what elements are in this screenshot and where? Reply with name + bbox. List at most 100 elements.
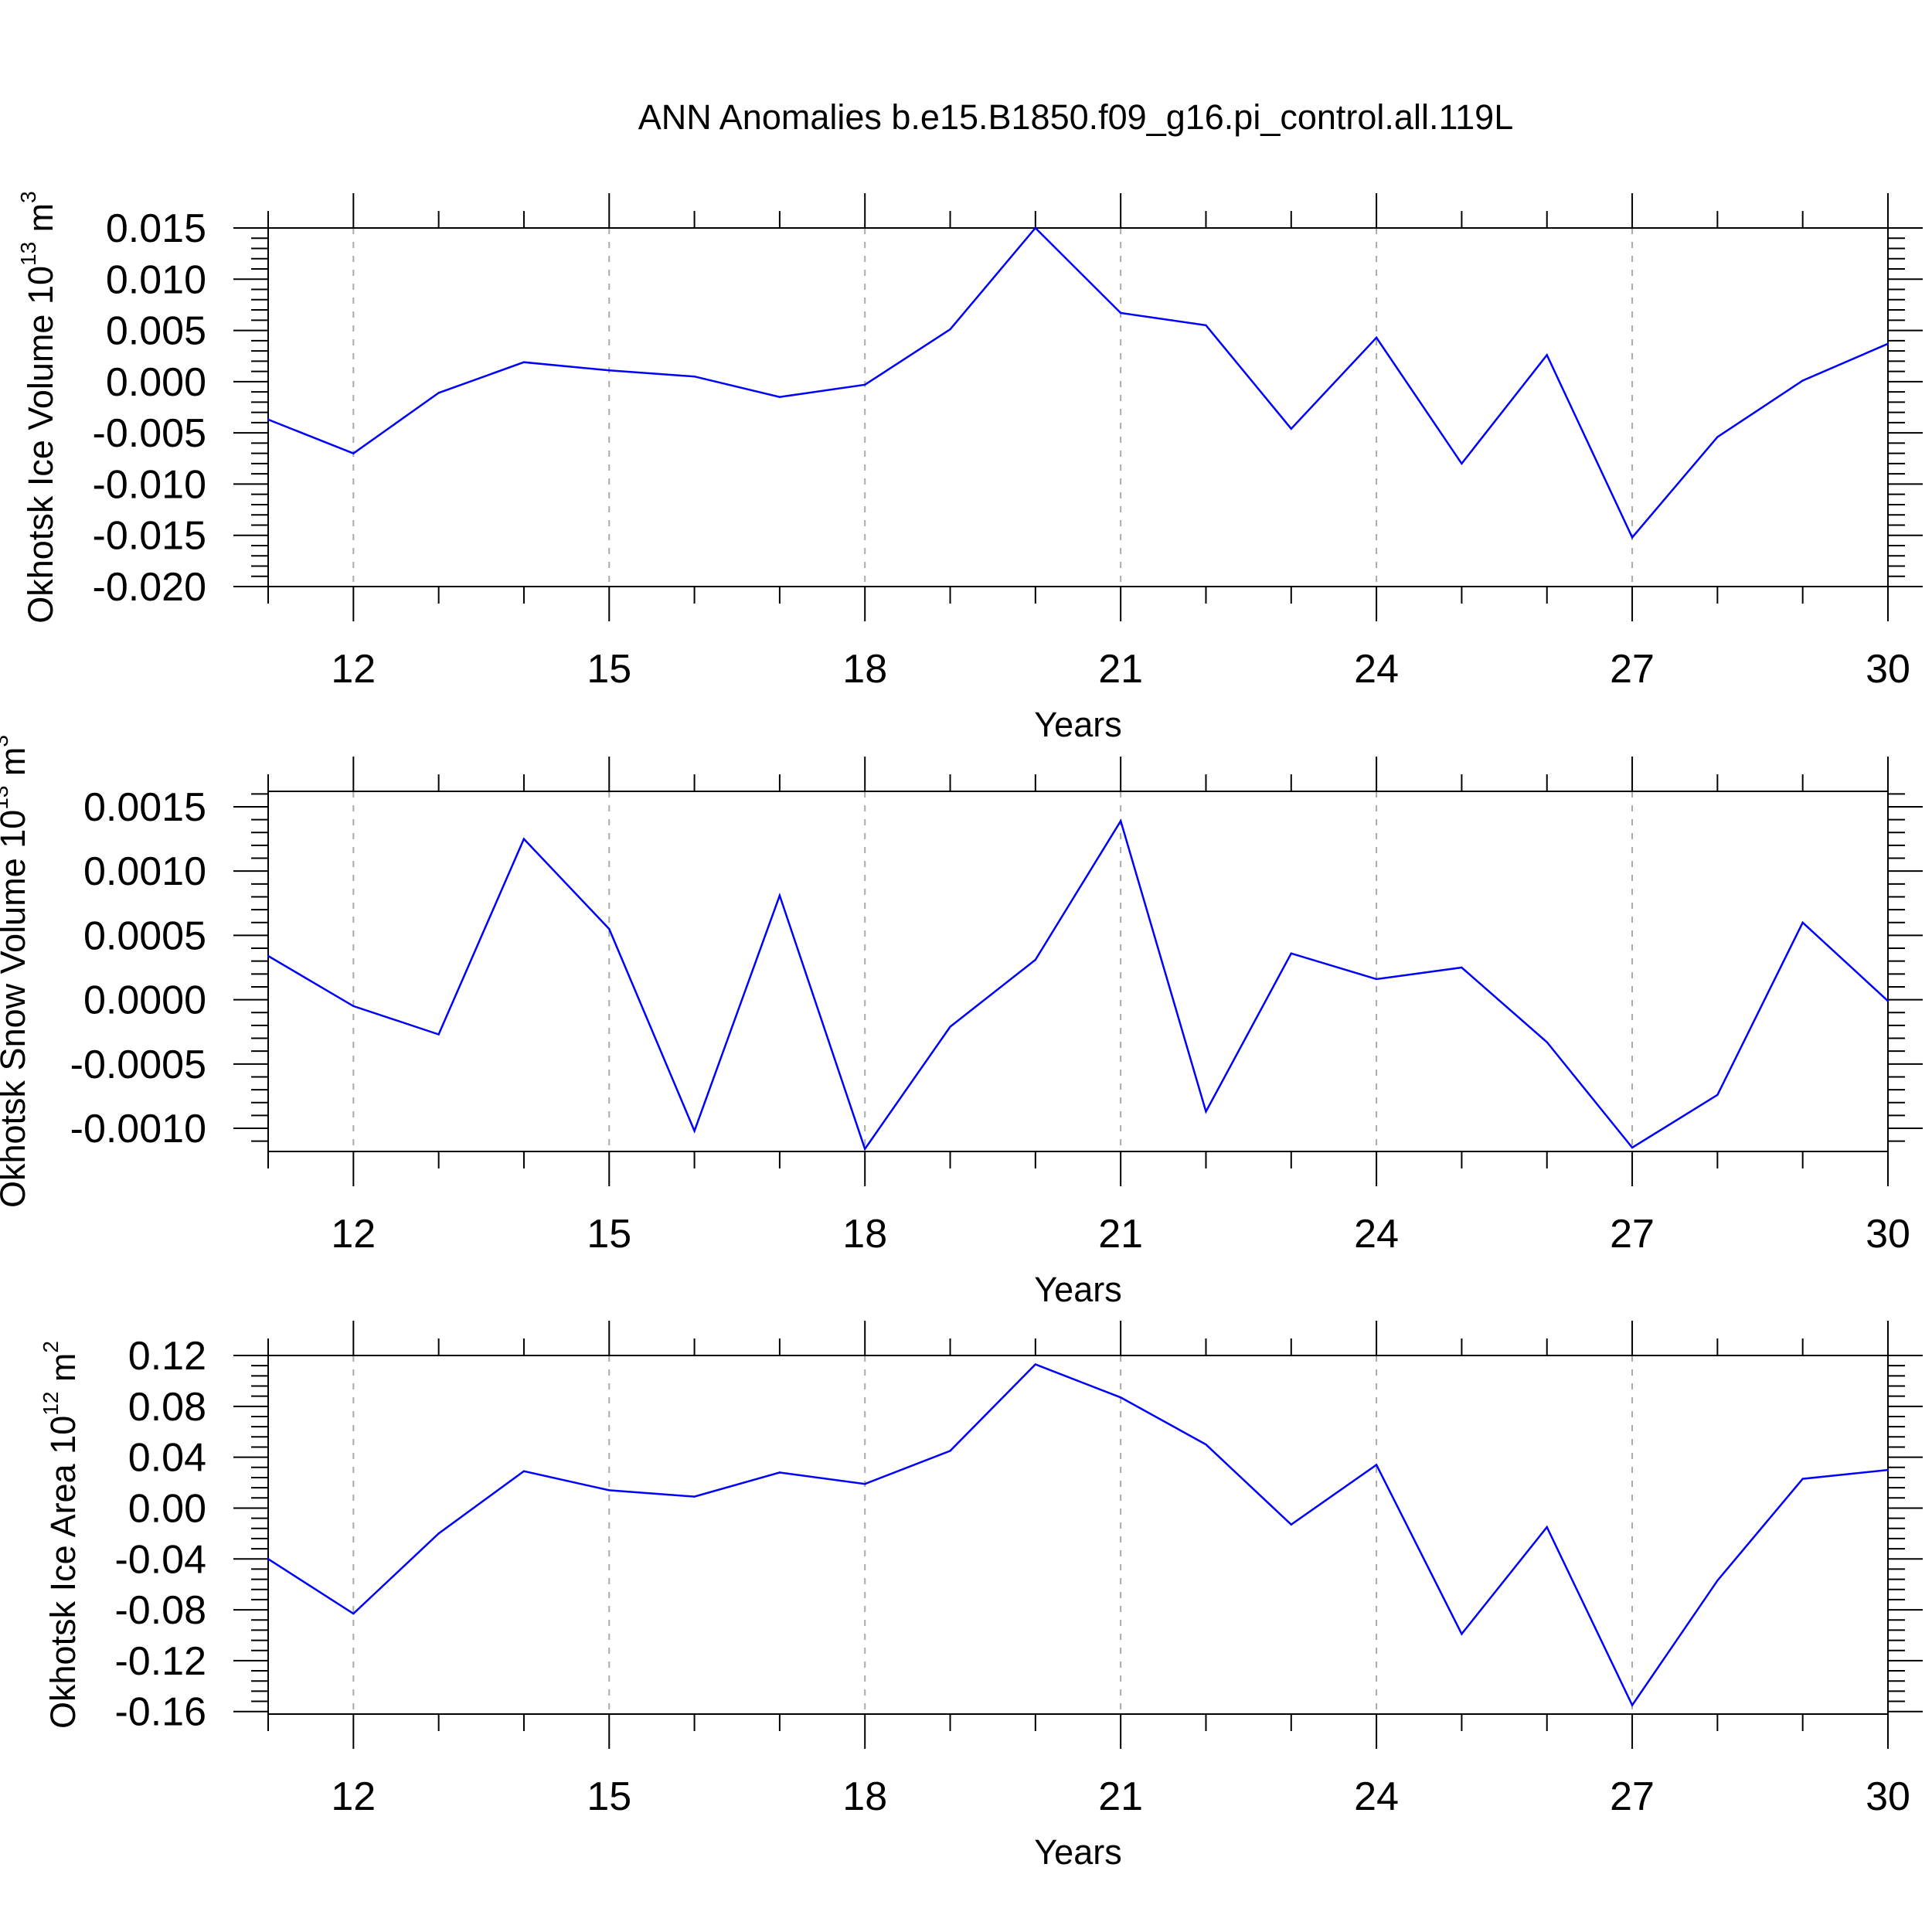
data-point <box>267 418 270 421</box>
x-tick-label: 30 <box>1866 647 1910 692</box>
data-point <box>1546 1526 1548 1529</box>
series-line <box>267 818 1889 1151</box>
x-tick-label: 27 <box>1610 647 1655 692</box>
data-point <box>1290 952 1292 954</box>
x-tick-label: 21 <box>1098 647 1143 692</box>
x-axis-label: Years <box>1034 1832 1121 1872</box>
x-tick-label: 30 <box>1866 1212 1910 1257</box>
plot-frame <box>267 1355 1889 1715</box>
data-point <box>1886 342 1889 345</box>
data-point <box>1886 1000 1889 1002</box>
data-point <box>608 927 611 930</box>
y-axis-label: Okhotsk Ice Area 1012 m2 <box>39 1341 83 1729</box>
y-axis-label-superscript: 13 <box>16 242 40 266</box>
data-point <box>1461 462 1463 465</box>
y-axis-label-part: m <box>43 1353 83 1392</box>
y-tick-label: 0.04 <box>128 1436 206 1481</box>
x-tick-label: 15 <box>587 1212 631 1257</box>
y-tick-label: 0.0010 <box>83 849 206 894</box>
data-point <box>1290 427 1292 430</box>
x-tick-label: 30 <box>1866 1774 1910 1819</box>
data-point <box>1034 1363 1037 1366</box>
y-axis-label-superscript: 2 <box>39 1341 63 1353</box>
data-point <box>1546 1041 1548 1043</box>
data-point <box>1034 226 1037 230</box>
y-tick-label: -0.0005 <box>70 1043 206 1087</box>
panels: 12 15 18 21 24 27 30 0.015 0.010 0.005 0.000 -0.005… <box>0 191 1923 1872</box>
y-tick-label: 0.0015 <box>83 785 206 830</box>
data-point <box>693 376 696 378</box>
data-point <box>522 838 526 840</box>
data-point <box>1716 1580 1719 1582</box>
y-tick-label: -0.04 <box>114 1537 206 1582</box>
data-point <box>1205 1111 1207 1113</box>
x-tick-label: 12 <box>331 1212 376 1257</box>
y-tick-label: 0.000 <box>106 360 206 405</box>
data-point <box>1119 311 1122 315</box>
data-point <box>1631 1704 1634 1706</box>
series-line <box>267 1363 1889 1707</box>
x-tick-label: 15 <box>587 647 631 692</box>
series-line <box>267 226 1889 539</box>
x-tick-label: 27 <box>1610 1212 1655 1257</box>
x-tick-label: 18 <box>842 647 887 692</box>
x-tick-label: 21 <box>1098 1774 1143 1819</box>
x-axis-label: Years <box>1034 705 1121 744</box>
x-tick-label: 18 <box>842 1774 887 1819</box>
y-tick-label: -0.08 <box>114 1588 206 1633</box>
data-point <box>352 452 355 454</box>
y-tick-label: -0.005 <box>93 411 206 456</box>
data-point <box>1631 536 1634 539</box>
y-tick-label: -0.16 <box>114 1690 206 1735</box>
plot-frame <box>267 791 1889 1152</box>
data-point <box>1205 1443 1207 1446</box>
data-point <box>1886 1468 1889 1471</box>
y-axis-label-part: Okhotsk Ice Volume 10 <box>21 266 60 624</box>
data-point <box>1461 1633 1463 1635</box>
data-point <box>949 1026 951 1028</box>
data-point <box>949 328 951 331</box>
x-axis-label: Years <box>1034 1270 1121 1309</box>
data-point <box>522 361 526 363</box>
data-point <box>949 1450 951 1452</box>
data-point <box>1290 1523 1292 1526</box>
data-point <box>437 1532 440 1535</box>
x-tick-label: 15 <box>587 1774 631 1819</box>
data-point <box>352 1005 355 1008</box>
data-point <box>522 1470 526 1472</box>
data-point <box>1034 958 1037 961</box>
data-point <box>1801 921 1804 923</box>
x-tick-label: 24 <box>1354 1212 1399 1257</box>
data-point <box>778 1471 781 1474</box>
x-tick-label: 18 <box>842 1212 887 1257</box>
y-axis-label-part: m <box>21 203 60 242</box>
data-point <box>1375 978 1378 981</box>
figure-title: ANN Anomalies b.e15.B1850.f09_g16.pi_con… <box>638 97 1513 137</box>
panel-2: 12 15 18 21 24 27 30 0.0015 0.0010 0.0005 0.0000 -0… <box>0 735 1923 1309</box>
data-point <box>864 1148 866 1150</box>
data-point <box>1205 324 1207 327</box>
data-point <box>864 1482 866 1485</box>
data-point <box>693 1495 696 1498</box>
x-tick-label: 12 <box>331 1774 376 1819</box>
data-point <box>1119 1396 1122 1399</box>
data-point <box>864 383 866 386</box>
y-tick-label: 0.010 <box>106 257 206 302</box>
data-point <box>1546 354 1548 356</box>
data-point <box>693 1130 696 1132</box>
y-tick-label: -0.0010 <box>70 1107 206 1151</box>
x-tick-label: 24 <box>1354 647 1399 692</box>
data-point <box>267 1558 270 1560</box>
y-axis-label-superscript: 12 <box>39 1392 63 1416</box>
y-tick-label: 0.0000 <box>83 978 206 1023</box>
panel-1: 12 15 18 21 24 27 30 0.015 0.010 0.005 0.000 -0.005… <box>16 191 1923 744</box>
data-point <box>352 1612 355 1615</box>
y-tick-label: -0.12 <box>114 1639 206 1684</box>
y-axis-label-part: m <box>0 747 32 786</box>
y-axis-label-superscript: 3 <box>0 735 12 747</box>
plot-frame <box>267 227 1889 587</box>
y-tick-label: 0.015 <box>106 206 206 251</box>
y-tick-label: -0.020 <box>93 565 206 610</box>
y-tick-label: -0.015 <box>93 514 206 559</box>
